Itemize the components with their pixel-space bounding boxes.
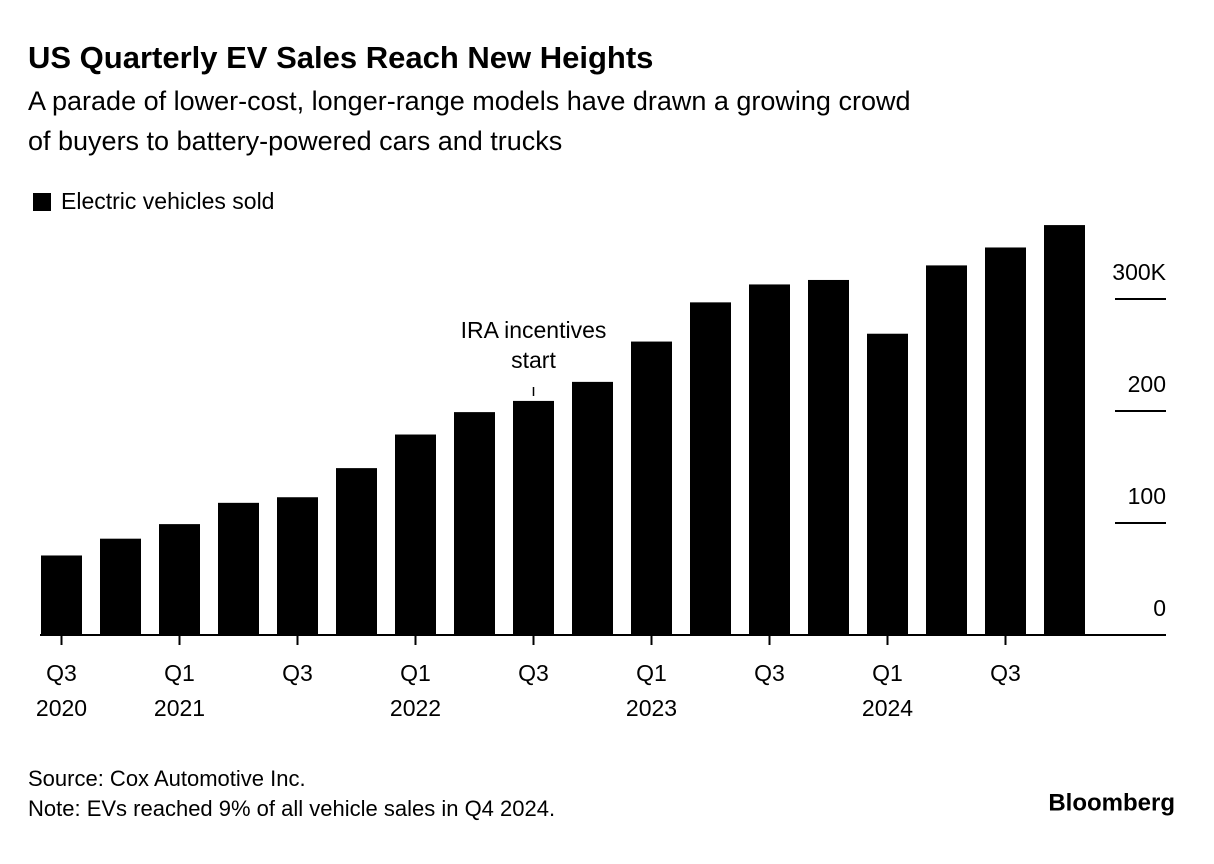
x-tick-label: 2021 [154, 695, 205, 721]
bar [218, 502, 259, 635]
y-tick-label: 200 [1128, 371, 1166, 397]
bar [749, 284, 790, 635]
x-tick-label: Q3 [46, 660, 77, 686]
x-tick-label: Q3 [518, 660, 549, 686]
note: Note: EVs reached 9% of all vehicle sale… [28, 796, 555, 821]
chart-subtitle: A parade of lower-cost, longer-range mod… [28, 86, 910, 116]
x-tick-label: Q1 [400, 660, 431, 686]
x-tick-label: Q1 [872, 660, 903, 686]
legend-label: Electric vehicles sold [61, 188, 274, 214]
bar [395, 434, 436, 635]
bar [336, 468, 377, 635]
x-tick-label: Q1 [164, 660, 195, 686]
chart-title: US Quarterly EV Sales Reach New Heights [28, 40, 653, 75]
y-tick-label: 100 [1128, 483, 1166, 509]
bar [513, 400, 554, 635]
y-tick-label: 300K [1112, 259, 1166, 285]
brand: Bloomberg [1048, 789, 1175, 816]
bar [808, 279, 849, 635]
bar [41, 555, 82, 635]
annotation: IRA incentives [461, 317, 607, 343]
x-tick-label: Q1 [636, 660, 667, 686]
bar [454, 412, 495, 635]
bar [631, 341, 672, 635]
bar [926, 265, 967, 635]
x-tick-label: 2022 [390, 695, 441, 721]
bar [100, 538, 141, 635]
x-tick-label: Q3 [282, 660, 313, 686]
bar [277, 497, 318, 635]
bar [867, 333, 908, 635]
x-tick-label: 2020 [36, 695, 87, 721]
annotation: start [511, 347, 556, 373]
legend-swatch [33, 193, 51, 211]
bar [985, 247, 1026, 636]
x-tick-label: Q3 [990, 660, 1021, 686]
x-tick-label: 2024 [862, 695, 913, 721]
bar [1044, 225, 1085, 635]
chart-subtitle: of buyers to battery-powered cars and tr… [28, 126, 562, 156]
x-tick-label: 2023 [626, 695, 677, 721]
x-tick-label: Q3 [754, 660, 785, 686]
bar [572, 381, 613, 635]
bar [159, 524, 200, 635]
y-tick-label: 0 [1153, 595, 1166, 621]
source: Source: Cox Automotive Inc. [28, 766, 306, 791]
bar [690, 302, 731, 635]
